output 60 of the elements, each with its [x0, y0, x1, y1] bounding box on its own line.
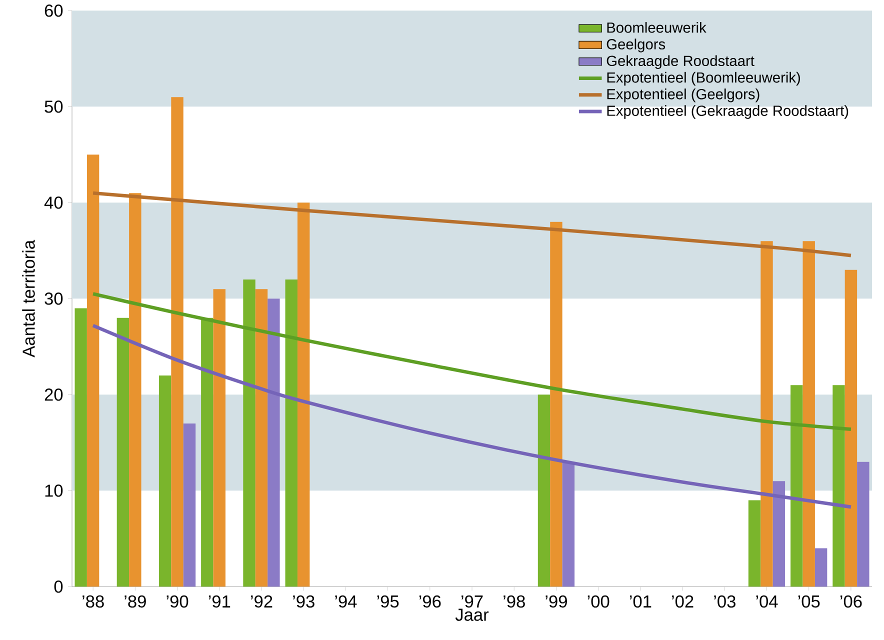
x-tick-label: ’96 [419, 595, 441, 608]
bar [538, 394, 550, 587]
x-tick-label: ’01 [630, 595, 652, 608]
legend-label: Boomleeuwerik [607, 22, 706, 33]
bar [760, 241, 773, 587]
bar [297, 202, 310, 587]
x-tick-label: ’99 [546, 595, 567, 608]
y-tick-label: 50 [44, 100, 63, 113]
bar [857, 462, 870, 587]
bar [790, 385, 803, 587]
bar [802, 241, 815, 587]
bar [116, 318, 130, 587]
x-tick-label: ’03 [714, 595, 736, 608]
x-tick-label: ’88 [82, 595, 104, 608]
x-tick-label: ’06 [840, 595, 862, 608]
x-tick-label: ’04 [756, 595, 778, 608]
y-axis-title: Aantal territoria [22, 240, 35, 358]
x-tick-label: ’95 [377, 595, 399, 608]
x-tick-label: ’05 [798, 595, 820, 608]
bar [550, 222, 562, 587]
legend-label: Expotentieel (Geelgors) [607, 88, 760, 102]
y-tick-label: 10 [45, 484, 63, 497]
x-tick-label: ’98 [504, 595, 525, 608]
bar [748, 500, 761, 587]
bar [814, 548, 828, 587]
x-tick-label: ’97 [462, 595, 483, 608]
bar [183, 423, 196, 587]
bar [158, 375, 172, 587]
y-tick-label: 60 [44, 4, 63, 17]
x-tick-label: ’93 [293, 595, 314, 608]
bar [562, 462, 575, 587]
x-tick-label: ’02 [672, 595, 694, 608]
y-tick-label: 0 [54, 580, 63, 593]
legend-label: Gekraagde Roodstaart [606, 55, 754, 69]
x-tick-label: ’94 [335, 595, 357, 608]
x-axis-title: Jaar [455, 608, 489, 621]
bar [129, 193, 142, 587]
bar [243, 279, 256, 587]
x-tick-label: ’92 [250, 595, 272, 608]
legend-label: Geelgors [606, 38, 666, 52]
x-tick-label: ’90 [166, 595, 188, 608]
legend-label: Expotentieel (Boomleeuwerik) [607, 72, 800, 86]
bar [74, 308, 87, 587]
y-tick-label: 40 [44, 196, 63, 209]
x-tick-label: ’91 [208, 595, 230, 608]
y-tick-label: 20 [44, 388, 63, 401]
bar [171, 97, 184, 587]
bar [201, 318, 214, 587]
legend-label: Expotentieel (Gekraagde Roodstaart) [607, 105, 848, 119]
bar [772, 481, 786, 587]
bar [844, 270, 858, 587]
x-tick-label: ’00 [588, 595, 610, 608]
bar [832, 385, 845, 587]
bar [268, 298, 280, 587]
y-tick-label: 30 [44, 292, 63, 305]
x-tick-label: ’89 [124, 595, 146, 608]
bar [255, 289, 268, 587]
bar [285, 279, 298, 587]
bar [86, 154, 100, 587]
bar [213, 289, 226, 587]
